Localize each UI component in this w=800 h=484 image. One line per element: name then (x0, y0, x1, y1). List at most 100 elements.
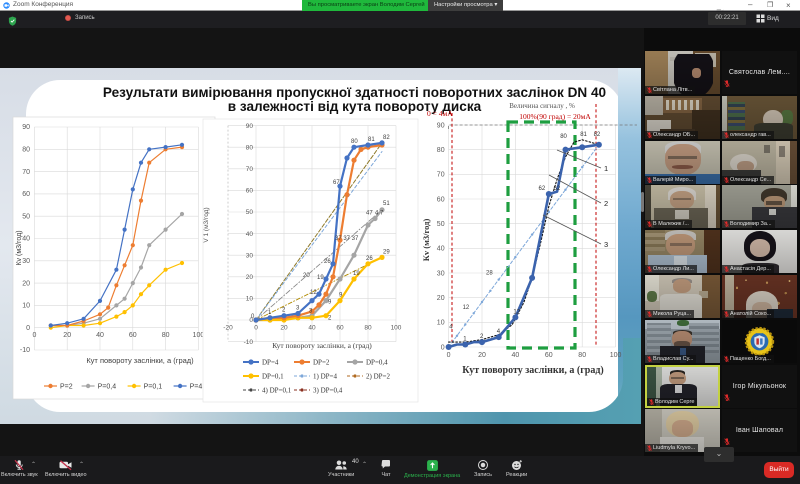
svg-text:P=0,4: P=0,4 (98, 384, 117, 391)
svg-text:1: 1 (463, 337, 467, 343)
svg-text:20: 20 (22, 280, 30, 287)
svg-text:20: 20 (280, 325, 288, 332)
svg-text:0 = 4мА: 0 = 4мА (427, 109, 453, 118)
svg-text:26: 26 (324, 259, 331, 265)
svg-text:70: 70 (246, 166, 254, 173)
svg-text:80: 80 (22, 147, 30, 154)
svg-text:20: 20 (478, 352, 486, 359)
svg-text:2: 2 (604, 199, 608, 208)
svg-text:3) DP=0,4: 3) DP=0,4 (313, 387, 343, 395)
svg-text:40: 40 (308, 325, 316, 332)
svg-text:47: 47 (366, 211, 373, 217)
svg-text:82: 82 (383, 135, 390, 141)
svg-text:Кv (м3/год): Кv (м3/год) (421, 219, 431, 262)
svg-text:29: 29 (383, 249, 390, 255)
svg-text:26: 26 (366, 256, 373, 262)
svg-text:0: 0 (26, 325, 30, 332)
svg-text:100: 100 (610, 352, 622, 359)
svg-text:60: 60 (336, 325, 344, 332)
svg-text:81: 81 (580, 132, 587, 138)
svg-text:80: 80 (560, 134, 567, 140)
svg-text:Величина сигналу , %: Величина сигналу , % (509, 102, 575, 110)
svg-text:70: 70 (437, 172, 445, 179)
svg-text:0: 0 (447, 352, 451, 359)
svg-text:30: 30 (437, 270, 445, 277)
svg-text:DP=4: DP=4 (262, 359, 279, 367)
svg-text:10: 10 (437, 320, 445, 327)
svg-text:2) DP=2: 2) DP=2 (366, 373, 390, 381)
svg-text:3: 3 (296, 306, 300, 312)
svg-text:51: 51 (383, 201, 390, 207)
svg-text:40: 40 (22, 236, 30, 243)
svg-text:P=0,1: P=0,1 (144, 384, 163, 391)
svg-text:1) DP=4: 1) DP=4 (313, 373, 337, 381)
svg-text:40: 40 (437, 246, 445, 253)
svg-text:28: 28 (486, 271, 493, 277)
svg-text:50: 50 (22, 213, 30, 220)
svg-text:70: 70 (22, 169, 30, 176)
svg-text:60: 60 (545, 352, 553, 359)
svg-text:80: 80 (364, 325, 372, 332)
svg-text:60: 60 (22, 191, 30, 198)
svg-text:3: 3 (604, 240, 608, 249)
svg-text:40: 40 (512, 352, 520, 359)
svg-text:62: 62 (554, 186, 561, 192)
svg-text:DP=2: DP=2 (313, 359, 330, 367)
svg-text:19: 19 (353, 271, 360, 277)
svg-text:DP=0,4: DP=0,4 (366, 359, 388, 367)
svg-text:20: 20 (246, 274, 254, 281)
svg-text:81: 81 (368, 137, 375, 143)
svg-text:-10: -10 (244, 339, 254, 346)
svg-text:82: 82 (594, 132, 601, 138)
svg-text:4) DP=0,1: 4) DP=0,1 (262, 387, 292, 395)
svg-text:4: 4 (449, 325, 453, 331)
svg-text:30: 30 (22, 258, 30, 265)
svg-text:80: 80 (162, 332, 170, 339)
svg-text:2: 2 (282, 308, 286, 314)
svg-text:-20: -20 (223, 325, 233, 332)
svg-text:0: 0 (254, 325, 258, 332)
svg-text:P=4: P=4 (190, 384, 203, 391)
svg-text:50: 50 (246, 209, 254, 216)
svg-text:DP=0,1: DP=0,1 (262, 373, 284, 381)
svg-text:0: 0 (441, 344, 445, 351)
svg-text:0: 0 (32, 332, 36, 339)
svg-text:19: 19 (317, 275, 324, 281)
svg-text:40: 40 (96, 332, 104, 339)
svg-text:4 7: 4 7 (375, 211, 384, 217)
svg-text:12: 12 (463, 305, 470, 311)
svg-text:1: 1 (604, 164, 608, 173)
svg-text:20: 20 (63, 332, 71, 339)
svg-text:80: 80 (578, 352, 586, 359)
svg-text:37 37 37: 37 37 37 (335, 236, 359, 242)
svg-text:P=2: P=2 (60, 384, 73, 391)
svg-text:9: 9 (328, 300, 332, 306)
svg-text:4: 4 (497, 329, 501, 335)
svg-text:100: 100 (193, 332, 205, 339)
svg-text:-10: -10 (20, 347, 30, 354)
svg-text:12: 12 (513, 309, 520, 315)
svg-text:60: 60 (129, 332, 137, 339)
svg-text:30: 30 (246, 252, 254, 259)
svg-text:3: 3 (309, 309, 313, 315)
svg-text:67: 67 (333, 180, 340, 186)
svg-text:80: 80 (246, 144, 254, 151)
svg-text:Кут повороту заслінки, а (град: Кут повороту заслінки, а (град) (272, 341, 372, 350)
svg-text:90: 90 (22, 124, 30, 131)
svg-text:10: 10 (246, 296, 254, 303)
svg-text:60: 60 (246, 188, 254, 195)
svg-text:100: 100 (391, 325, 402, 332)
svg-text:V 1 (м3/год): V 1 (м3/год) (203, 207, 210, 242)
svg-text:20: 20 (437, 295, 445, 302)
svg-text:9: 9 (339, 293, 343, 299)
svg-text:Кут повороту заслінки, а (град: Кут повороту заслінки, а (град) (462, 365, 603, 376)
svg-text:12: 12 (310, 290, 317, 296)
svg-text:90: 90 (437, 122, 445, 129)
svg-text:Кут повороту заслінки, а (град: Кут повороту заслінки, а (град) (86, 356, 194, 365)
svg-text:0: 0 (251, 314, 255, 320)
svg-text:80: 80 (437, 147, 445, 154)
svg-text:Кv (м3/год): Кv (м3/год) (16, 230, 23, 265)
svg-text:40: 40 (246, 231, 254, 238)
svg-text:0: 0 (249, 317, 253, 324)
svg-text:62: 62 (539, 186, 546, 192)
